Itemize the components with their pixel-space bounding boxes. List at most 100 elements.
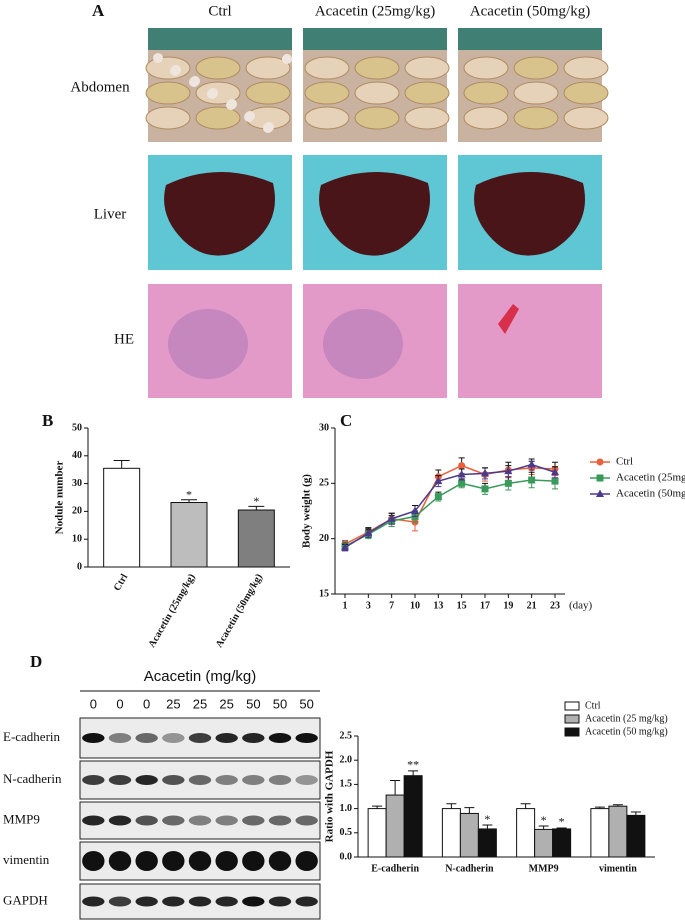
blot-band bbox=[295, 733, 318, 743]
y-axis-label: Nodule number bbox=[54, 461, 66, 535]
legend-marker bbox=[596, 489, 604, 497]
blot-band bbox=[82, 775, 105, 785]
intestine bbox=[513, 81, 559, 105]
blot-band bbox=[268, 733, 292, 743]
intestine bbox=[245, 81, 291, 105]
row-label: HE bbox=[114, 331, 134, 347]
column-header: Acacetin (50mg/kg) bbox=[470, 3, 590, 19]
x-tick-label: vimentin bbox=[599, 863, 637, 874]
dose-label: 50 bbox=[299, 696, 313, 711]
x-tick-label: 17 bbox=[480, 600, 490, 611]
blot-band bbox=[188, 851, 212, 871]
blot-band bbox=[162, 815, 185, 826]
x-tick-label: Acacetin (50mg/kg) bbox=[214, 572, 265, 649]
liver bbox=[164, 171, 275, 256]
blot-band bbox=[162, 851, 185, 871]
intestine bbox=[513, 106, 559, 130]
blot-band bbox=[135, 733, 158, 743]
blot-band bbox=[188, 733, 212, 743]
nodule bbox=[153, 53, 163, 63]
intestine bbox=[145, 106, 191, 130]
nodule bbox=[282, 54, 292, 64]
x-tick-label: N-cadherin bbox=[445, 863, 494, 874]
x-tick-label: Ctrl bbox=[112, 572, 131, 593]
blot-band bbox=[242, 733, 265, 743]
y-tick-label: 0 bbox=[77, 561, 82, 572]
nodule bbox=[207, 89, 217, 99]
intestine bbox=[354, 81, 400, 105]
protein-label: E-cadherin bbox=[3, 729, 61, 744]
blot-band bbox=[295, 815, 318, 826]
y-tick-label: 20 bbox=[319, 533, 329, 544]
blot-band bbox=[82, 851, 105, 871]
legend-marker bbox=[596, 458, 604, 466]
x-tick-label: MMP9 bbox=[529, 863, 559, 874]
error-bar bbox=[482, 824, 493, 829]
error-bar bbox=[464, 807, 475, 814]
bar bbox=[403, 775, 423, 858]
bar bbox=[170, 502, 208, 568]
y-tick-label: 0.5 bbox=[340, 827, 353, 838]
x-tick-label: Acacetin (25mg/kg) bbox=[147, 572, 198, 649]
bar bbox=[367, 808, 387, 858]
legend-swatch bbox=[564, 701, 580, 711]
y-tick-label: 50 bbox=[72, 422, 82, 433]
bar bbox=[477, 828, 497, 858]
intestine bbox=[404, 81, 450, 105]
legend-label: Ctrl bbox=[616, 456, 633, 468]
intestine bbox=[304, 81, 350, 105]
nodule bbox=[244, 112, 254, 122]
marker bbox=[341, 543, 349, 551]
blot-band bbox=[162, 775, 185, 785]
blot-band bbox=[215, 775, 238, 785]
bar bbox=[534, 828, 554, 858]
bar bbox=[590, 808, 610, 858]
blot-band bbox=[188, 775, 212, 785]
column-header: Acacetin (25mg/kg) bbox=[315, 3, 435, 19]
panel-label: A bbox=[92, 1, 105, 20]
y-axis-label: Ratio with GAPDH bbox=[324, 750, 336, 842]
marker bbox=[481, 468, 489, 477]
abdomen-photo-bg bbox=[148, 28, 292, 50]
blot-band bbox=[215, 851, 238, 871]
marker bbox=[364, 528, 373, 537]
marker bbox=[411, 506, 419, 514]
y-tick-label: 30 bbox=[319, 422, 329, 433]
x-tick-label: 13 bbox=[433, 600, 443, 611]
marker bbox=[387, 514, 396, 522]
marker bbox=[434, 476, 443, 485]
error-bar bbox=[520, 803, 531, 809]
y-tick-label: 30 bbox=[72, 478, 82, 489]
blot-band bbox=[242, 896, 265, 907]
error-bar bbox=[248, 505, 265, 511]
bar bbox=[237, 509, 275, 568]
protein-label: GAPDH bbox=[3, 892, 48, 907]
legend-label: Acacetin (25 mg/kg) bbox=[585, 713, 668, 724]
intestine bbox=[563, 81, 609, 105]
he-photo bbox=[458, 284, 602, 398]
abdomen-photo-bg bbox=[458, 28, 602, 50]
nodule bbox=[226, 100, 236, 110]
y-tick-label: 10 bbox=[72, 533, 82, 544]
blot-band bbox=[135, 815, 158, 826]
dose-label: 50 bbox=[246, 696, 260, 711]
blot-band bbox=[188, 815, 212, 826]
intestine bbox=[463, 56, 509, 80]
blot-title: Acacetin (mg/kg) bbox=[144, 668, 257, 685]
legend-marker bbox=[596, 474, 604, 482]
significance: ** bbox=[407, 758, 419, 772]
legend-label: Acacetin (50mg/kg) bbox=[616, 488, 685, 500]
y-tick-label: 25 bbox=[319, 478, 329, 489]
blot-band bbox=[268, 815, 292, 826]
marker bbox=[551, 467, 559, 476]
bar bbox=[385, 794, 405, 858]
error-bar bbox=[408, 770, 419, 776]
bar bbox=[626, 814, 646, 858]
intestine bbox=[195, 106, 241, 130]
blot-band bbox=[215, 815, 238, 826]
blot-band bbox=[135, 851, 158, 871]
column-header: Ctrl bbox=[208, 3, 231, 19]
dose-label: 25 bbox=[219, 696, 233, 711]
intestine bbox=[563, 56, 609, 80]
blot-band bbox=[215, 733, 238, 743]
